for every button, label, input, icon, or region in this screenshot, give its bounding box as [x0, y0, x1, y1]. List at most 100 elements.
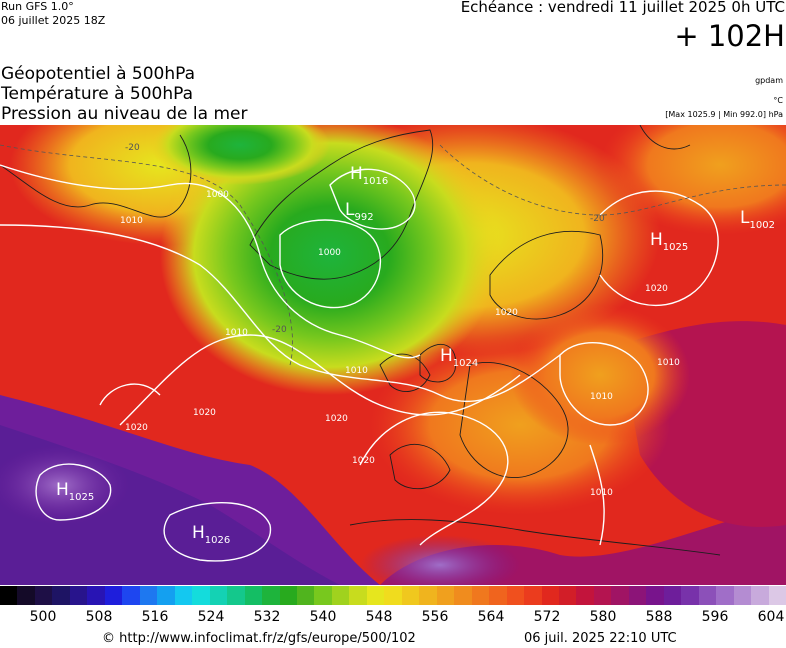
color-scale-label: 548 [365, 609, 393, 625]
iberia-coast [389, 443, 451, 490]
color-scale-label: 604 [757, 609, 785, 625]
color-scale-label: 564 [477, 609, 505, 625]
color-swatch [139, 586, 158, 605]
color-swatch [192, 586, 210, 605]
isobar-label: 1020 [495, 308, 518, 318]
color-swatch [401, 586, 420, 605]
color-swatch [87, 586, 105, 605]
isobar-low-992 [279, 219, 382, 309]
isobar-label: 1020 [352, 456, 375, 466]
color-swatch [296, 586, 315, 605]
color-swatch [436, 586, 455, 605]
run-label: Run GFS 1.0° [1, 0, 74, 13]
title-geopotential: Géopotentiel à 500hPa [1, 64, 196, 84]
isobar-label: 1010 [345, 366, 368, 376]
center-high-1016: H1016 [350, 164, 388, 187]
isotherm-labels: -20 -20 -20 [125, 143, 605, 335]
isobar-label: 1000 [318, 248, 341, 258]
isobar-label: 1020 [645, 284, 668, 294]
isobar-1010-south [589, 444, 605, 546]
field-lilac-azores [0, 445, 130, 525]
color-swatch [279, 586, 297, 605]
color-swatch [122, 586, 140, 605]
source-url: © http://www.infoclimat.fr/z/gfs/europe/… [102, 631, 416, 646]
color-scale-label: 580 [589, 609, 617, 625]
color-swatch [52, 586, 70, 605]
color-swatch [419, 586, 437, 605]
color-swatch [314, 586, 332, 605]
isobar-label: 1010 [120, 216, 143, 226]
isobar-label: 1000 [206, 190, 229, 200]
color-swatch [541, 586, 559, 605]
isobar-label: 1020 [193, 408, 216, 418]
color-swatch [0, 586, 18, 605]
isobar-1010-a [0, 164, 421, 359]
color-swatch [331, 586, 350, 605]
color-swatch [524, 586, 542, 605]
echeance: Echéance : vendredi 11 juillet 2025 0h U… [460, 0, 785, 16]
color-swatch [628, 586, 647, 605]
title-temperature: Température à 500hPa [1, 84, 194, 104]
color-swatch [227, 586, 245, 605]
weather-map: 1000 1010 1000 1010 1010 1020 1020 1020 … [0, 125, 786, 585]
color-swatch [384, 586, 402, 605]
color-swatch [751, 586, 769, 605]
isobar-labels: 1000 1010 1000 1010 1010 1020 1020 1020 … [120, 190, 680, 498]
color-scale-label: 588 [645, 609, 673, 625]
color-swatch [768, 586, 786, 605]
isotherms [0, 144, 786, 366]
color-scale-label: 572 [533, 609, 561, 625]
color-swatch [489, 586, 507, 605]
color-swatch [17, 586, 35, 605]
africa-coast [349, 519, 721, 556]
color-swatch [559, 586, 577, 605]
scandinavia-coast [489, 230, 604, 320]
color-swatch [506, 586, 525, 605]
unit-gpdam: gpdam [755, 76, 783, 85]
isotherm-b [439, 144, 786, 216]
isobar-1020-a [0, 224, 561, 403]
center-high-1026: H1026 [192, 523, 230, 546]
uk-coast [419, 343, 457, 383]
color-swatch [262, 586, 280, 605]
isobar-label: 1020 [125, 423, 148, 433]
color-swatch [593, 586, 612, 605]
color-swatch [157, 586, 175, 605]
isotherm-a [0, 144, 293, 366]
greenland-coast [249, 129, 434, 280]
unit-celsius: °C [773, 96, 783, 105]
isotherm-label: -20 [272, 325, 287, 335]
color-scale-label: 516 [141, 609, 169, 625]
center-high-1025-azores: H1025 [56, 480, 94, 503]
color-swatch [733, 586, 752, 605]
color-swatch [576, 586, 594, 605]
field-green-greenland [160, 125, 500, 395]
iceland-coast [379, 353, 431, 392]
lead-time: + 102H [674, 19, 785, 53]
color-scale-label: 524 [197, 609, 225, 625]
center-high-1024: H1024 [440, 346, 478, 369]
europe-coast [459, 361, 569, 479]
color-swatch [663, 586, 682, 605]
color-scale-label: 532 [253, 609, 281, 625]
color-swatch [209, 586, 228, 605]
isobar-1020-west [99, 383, 161, 406]
generated-timestamp: 06 juil. 2025 22:10 UTC [524, 631, 677, 646]
color-swatch [349, 586, 367, 605]
isobar-label: 1010 [590, 392, 613, 402]
center-low-1002: L1002 [740, 208, 775, 231]
color-scale-label: 556 [421, 609, 449, 625]
center-high-1025-east: H1025 [650, 230, 688, 253]
isobar-label: 1010 [590, 488, 613, 498]
color-swatch [244, 586, 263, 605]
run-date: 06 juillet 2025 18Z [1, 14, 106, 27]
color-scale-label: 540 [309, 609, 337, 625]
isobar-label: 1010 [657, 358, 680, 368]
center-low-992: L992 [345, 200, 374, 223]
isobars [0, 164, 719, 562]
color-swatch [69, 586, 88, 605]
isobar-1020-c [359, 411, 509, 546]
color-scale [0, 586, 786, 605]
isobar-1010-east [559, 342, 649, 426]
isobar-high-azores [35, 463, 112, 521]
